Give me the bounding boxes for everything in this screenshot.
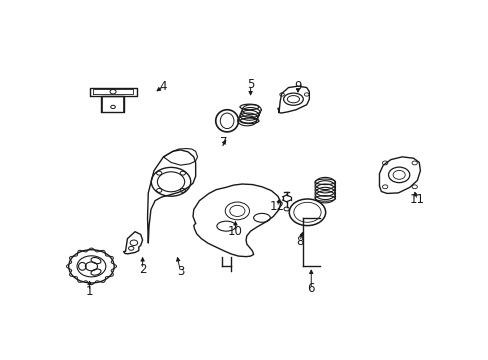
Text: 7: 7 xyxy=(220,136,227,149)
Text: 10: 10 xyxy=(227,225,243,238)
Text: 4: 4 xyxy=(160,80,167,93)
Text: 3: 3 xyxy=(177,265,184,278)
Text: 2: 2 xyxy=(139,262,146,276)
Text: 9: 9 xyxy=(294,80,301,93)
Text: 11: 11 xyxy=(409,193,424,206)
Text: 12: 12 xyxy=(269,200,284,213)
Text: 1: 1 xyxy=(85,285,93,298)
Text: 5: 5 xyxy=(246,78,254,91)
Text: 8: 8 xyxy=(296,235,303,248)
Text: 6: 6 xyxy=(307,282,314,295)
